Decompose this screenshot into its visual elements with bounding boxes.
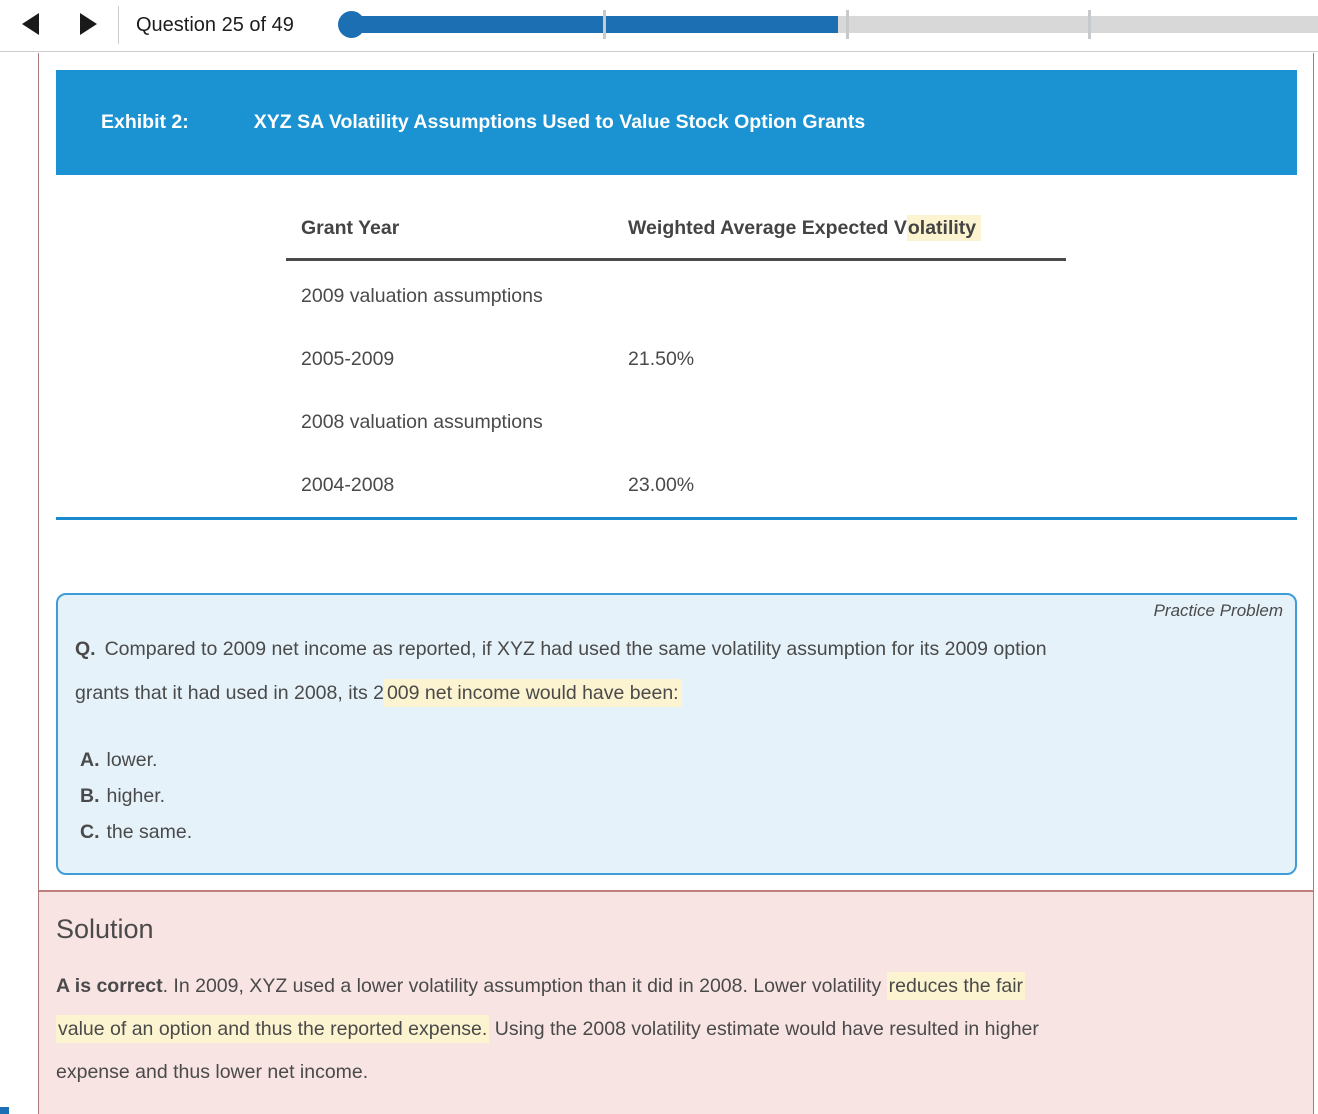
solution-text-2: Using the 2008 volatility estimate would… — [489, 1018, 1039, 1040]
triangle-right-icon — [80, 13, 97, 35]
column-header-highlight: olatility — [906, 215, 982, 241]
column-header-grant-year: Grant Year — [301, 217, 400, 239]
question-text: Q. Compared to 2009 net income as reporte… — [75, 627, 1047, 715]
column-header-volatility-text: Weighted Average Expected V — [628, 217, 907, 239]
solution-line-3: expense and thus lower net income. — [56, 1051, 1039, 1094]
options-list: A. lower. B. higher. C. the same. — [80, 742, 192, 850]
option-letter: A. — [80, 749, 100, 771]
progress-knob[interactable] — [338, 11, 365, 38]
grant-year-cell: 2008 valuation assumptions — [301, 411, 543, 433]
triangle-left-icon — [22, 13, 39, 35]
option-text: the same. — [106, 821, 193, 843]
table-header-row: Grant Year Weighted Average Expected Vol… — [286, 213, 1066, 261]
table-body: 2009 valuation assumptions 2005-2009 21.… — [286, 261, 1066, 517]
exhibit-label: Exhibit 2: — [101, 111, 189, 133]
question-label: Q. — [75, 638, 96, 660]
volatility-cell: 21.50% — [628, 348, 695, 370]
table-row: 2008 valuation assumptions — [286, 391, 1066, 454]
option-letter: C. — [80, 821, 100, 843]
solution-heading: Solution — [56, 914, 154, 944]
question-highlight: 009 net income would have been: — [383, 679, 682, 707]
solution-text-1: . In 2009, XYZ used a lower volatility a… — [162, 975, 887, 997]
topbar-divider — [118, 6, 119, 44]
volatility-cell — [613, 391, 1066, 454]
question-line-1: Q. Compared to 2009 net income as reporte… — [75, 627, 1047, 671]
option-b: B. higher. — [80, 778, 192, 814]
solution-paragraph: A is correct. In 2009, XYZ used a lower … — [56, 965, 1039, 1094]
column-header-volatility: Weighted Average Expected Volatility — [613, 215, 1066, 241]
exhibit-bottom-rule — [56, 517, 1297, 520]
previous-question-button[interactable] — [22, 13, 40, 35]
solution-section: Solution A is correct. In 2009, XYZ used… — [39, 890, 1313, 1114]
practice-problem-box: Practice Problem Q. Compared to 2009 net … — [56, 593, 1297, 875]
option-text: higher. — [106, 785, 166, 807]
table-row: 2004-2008 23.00% — [286, 454, 1066, 517]
option-text: lower. — [106, 749, 158, 771]
question-counter: Question 25 of 49 — [136, 14, 294, 36]
exhibit-header: Exhibit 2: XYZ SA Volatility Assumptions… — [56, 70, 1297, 175]
table-row: 2009 valuation assumptions — [286, 265, 1066, 328]
exhibit-title: XYZ SA Volatility Assumptions Used to Va… — [253, 111, 866, 133]
grant-year-cell: 2005-2009 — [301, 348, 395, 370]
answer-verdict: A is correct — [56, 975, 163, 997]
grant-year-cell: 2009 valuation assumptions — [301, 285, 543, 307]
solution-line-1: A is correct. In 2009, XYZ used a lower … — [56, 965, 1039, 1008]
exhibit-table: Grant Year Weighted Average Expected Vol… — [286, 213, 1066, 517]
question-text-2: grants that it had used in 2008, its 2 — [75, 682, 384, 704]
solution-highlight-1: reduces the fair — [886, 972, 1026, 1000]
top-navigation-bar: Question 25 of 49 — [0, 0, 1318, 52]
table-row: 2005-2009 21.50% — [286, 328, 1066, 391]
question-text-1: Compared to 2009 net income as reported,… — [104, 638, 1047, 660]
next-question-button[interactable] — [80, 13, 98, 35]
volatility-cell: 23.00% — [628, 474, 695, 496]
option-letter: B. — [80, 785, 100, 807]
progress-segment-tick — [846, 10, 849, 39]
question-line-2: grants that it had used in 2008, its 2 00… — [75, 671, 1047, 715]
practice-problem-badge: Practice Problem — [1153, 601, 1283, 620]
progress-segment-tick — [603, 10, 606, 39]
volatility-cell — [613, 265, 1066, 328]
content-panel: Exhibit 2: XYZ SA Volatility Assumptions… — [38, 53, 1314, 1114]
progress-fill — [345, 16, 839, 33]
progress-bar[interactable] — [338, 10, 1318, 39]
option-c: C. the same. — [80, 814, 192, 850]
solution-highlight-2: value of an option and thus the reported… — [56, 1015, 490, 1043]
grant-year-cell: 2004-2008 — [301, 474, 395, 496]
bottom-left-blue-fragment — [0, 1107, 9, 1114]
solution-line-2: value of an option and thus the reported… — [56, 1008, 1039, 1051]
option-a: A. lower. — [80, 742, 192, 778]
progress-segment-tick — [1088, 10, 1091, 39]
solution-text-3: expense and thus lower net income. — [56, 1061, 369, 1083]
